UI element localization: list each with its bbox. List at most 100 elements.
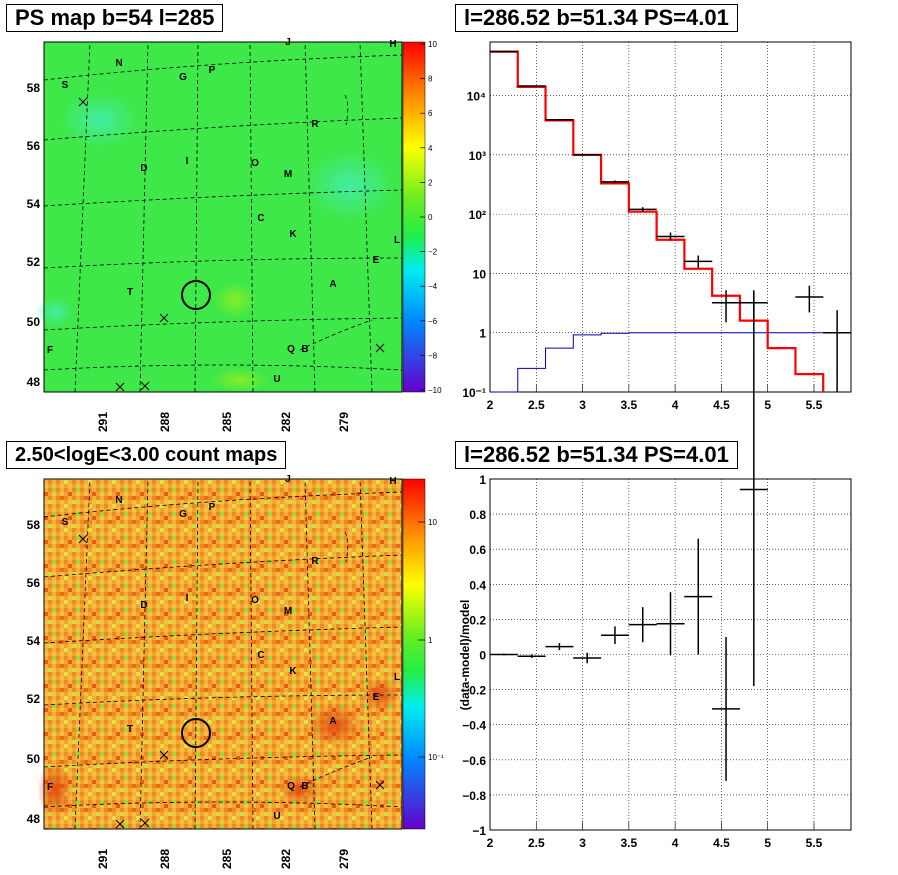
colorbar-tick-label: −10 — [428, 386, 442, 395]
colorbar-tick-label: 10⁻¹ — [428, 753, 444, 762]
y-tick-label: −0.6 — [462, 754, 486, 768]
source-label-r: R — [311, 119, 319, 130]
y-tick-label: 0.2 — [469, 613, 486, 627]
source-cross-marker — [159, 750, 169, 760]
grid-line — [344, 531, 349, 563]
x-tick-label: 288 — [158, 849, 172, 869]
residual-data-point — [573, 652, 602, 664]
spectrum-data-series — [489, 50, 852, 392]
residual-y-axis-label: (data-model)/model — [458, 600, 472, 711]
source-cross-marker — [375, 780, 385, 790]
source-label-i: I — [186, 593, 189, 604]
source-label-t: T — [127, 287, 133, 298]
y-tick-label: −0.4 — [462, 719, 486, 733]
x-tick-label: 282 — [279, 849, 293, 869]
count-map-source-labels: H J N S G P R D I O M C K L E T A F Q B U — [47, 474, 400, 822]
source-label-u: U — [273, 374, 280, 385]
ps-map-x-tick-labels: 291 288 285 282 279 — [96, 412, 351, 432]
y-tick-label: 10⁻¹ — [462, 386, 486, 400]
x-tick-label: 279 — [337, 849, 351, 869]
colorbar-tick-label: 0 — [428, 213, 433, 222]
source-cross-marker — [78, 97, 88, 107]
y-tick-label: 10⁴ — [467, 90, 486, 104]
grid-line — [43, 491, 403, 518]
grid-line — [43, 554, 403, 578]
y-tick-label: 52 — [27, 255, 41, 269]
source-cross-marker — [140, 381, 150, 391]
count-map-panel: H J N S G P R D I O M C K L E T A F Q B U 58 56 54 52 50 48 291 28… — [27, 474, 444, 869]
count-map-source-marker-circle — [181, 718, 211, 748]
x-tick-label: 5 — [764, 398, 771, 412]
count-map-hotspot — [307, 703, 363, 747]
y-tick-label: 52 — [27, 692, 41, 706]
residual-data-point — [739, 292, 768, 687]
source-label-n: N — [115, 495, 122, 506]
x-tick-label: 291 — [96, 849, 110, 869]
source-label-l: L — [394, 235, 400, 246]
source-label-p: P — [209, 502, 216, 513]
source-label-d: D — [140, 600, 147, 611]
spectrum-panel: 2 2.5 3 3.5 4 4.5 5 5.5 10⁻¹ 1 10 10² 10³ 10⁴ — [462, 41, 852, 412]
x-tick-label: 5.5 — [806, 398, 823, 412]
x-tick-label: 282 — [279, 412, 293, 432]
grid-line — [194, 478, 199, 830]
y-tick-label: 10 — [473, 267, 487, 281]
ps-map-colorbar-ticks: 10 8 6 4 2 0 −2 −4 −6 −8 −10 — [420, 40, 442, 395]
count-map-coordinate-grid — [43, 478, 403, 830]
colorbar-tick-label: 2 — [428, 178, 433, 187]
residual-data-point — [656, 592, 685, 656]
source-label-g: G — [179, 72, 187, 83]
colorbar-tick-label: −4 — [428, 282, 438, 291]
y-tick-label: 10³ — [469, 149, 486, 163]
x-tick-label: 3.5 — [621, 398, 638, 412]
spectrum-data-point — [628, 207, 657, 212]
y-tick-label: 1 — [479, 327, 486, 341]
y-tick-label: 56 — [27, 139, 41, 153]
x-tick-label: 2 — [487, 836, 494, 850]
colorbar-tick-label: 10 — [428, 40, 437, 49]
source-cross-marker — [140, 818, 150, 828]
ps-map-yellow-patch — [213, 282, 257, 318]
source-cross-marker — [78, 534, 88, 544]
residual-panel: 2 2.5 3 3.5 4 4.5 5 5.5 1 0.8 0.6 0.4 0.2 0 −0.2 −0.4 −0… — [458, 292, 852, 850]
source-label-l: L — [394, 672, 400, 683]
y-tick-label: −1 — [472, 824, 486, 838]
source-label-o: O — [251, 595, 259, 606]
grid-line — [43, 257, 403, 269]
x-tick-label: 4 — [672, 398, 679, 412]
grid-line — [299, 756, 373, 788]
source-label-q: Q — [287, 781, 295, 792]
residual-data-point — [628, 607, 657, 643]
x-tick-label: 285 — [220, 849, 234, 869]
source-label-q: Q — [287, 344, 295, 355]
y-tick-label: 58 — [27, 518, 41, 532]
ps-map-cyan-patch — [60, 92, 140, 148]
residual-title: l=286.52 b=51.34 PS=4.01 — [455, 441, 738, 469]
grid-line — [74, 41, 91, 393]
source-label-f: F — [47, 782, 53, 793]
y-tick-label: 0.8 — [469, 508, 486, 522]
count-map-x-tick-labels: 291 288 285 282 279 — [96, 849, 351, 869]
spectrum-grid — [489, 42, 851, 392]
grid-line — [43, 626, 403, 644]
colorbar-tick-label: 8 — [428, 75, 433, 84]
source-label-d: D — [140, 163, 147, 174]
count-map-hotspot — [37, 762, 73, 818]
grid-line — [139, 478, 149, 830]
ps-map-coordinate-grid — [43, 41, 403, 393]
spectrum-data-point — [517, 85, 546, 87]
grid-line — [359, 478, 373, 830]
spectrum-data-point — [823, 310, 852, 392]
grid-line — [43, 801, 403, 808]
spectrum-data-point — [656, 232, 685, 241]
y-tick-label: 48 — [27, 812, 41, 826]
source-label-r: R — [311, 556, 319, 567]
x-tick-label: 2.5 — [528, 836, 545, 850]
grid-line — [43, 754, 403, 768]
source-label-o: O — [251, 158, 259, 169]
source-label-u: U — [273, 811, 280, 822]
ps-map-yellow-patch — [210, 368, 270, 392]
ps-map-cyan-patch — [35, 297, 75, 327]
source-label-b: B — [301, 781, 308, 792]
count-map-title: 2.50<logE<3.00 count maps — [6, 441, 287, 469]
